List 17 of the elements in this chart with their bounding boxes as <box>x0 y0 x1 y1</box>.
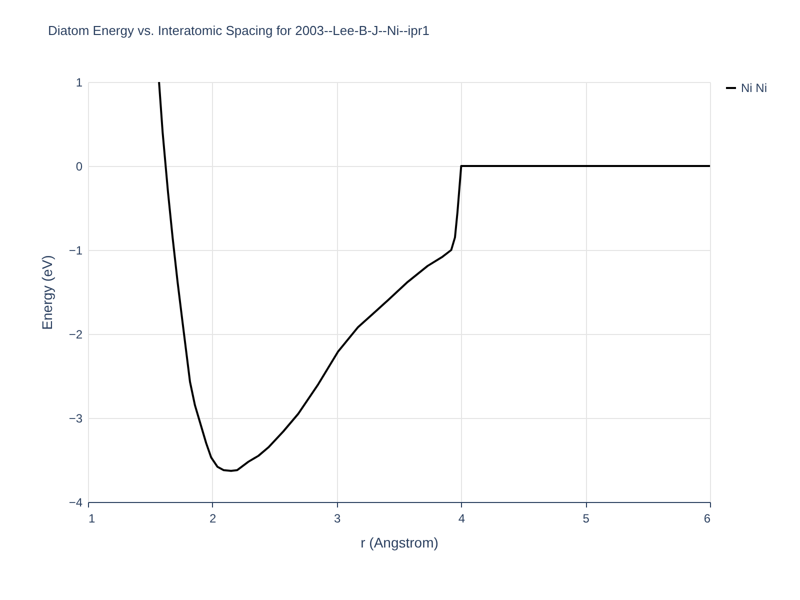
y-tick-label: −4 <box>68 496 83 510</box>
x-tick-label: 4 <box>458 512 466 526</box>
line-series <box>158 82 710 472</box>
y-tick-label: 0 <box>76 160 83 174</box>
x-tick-label: 3 <box>334 512 341 526</box>
y-tick-label: −3 <box>68 412 83 426</box>
y-axis-title: Energy (eV) <box>38 255 55 330</box>
y-tick-label: −1 <box>68 244 83 258</box>
y-tick-label: 1 <box>76 76 83 90</box>
legend-label: Ni Ni <box>741 81 767 95</box>
x-tick-label: 1 <box>88 512 96 526</box>
x-tick-label: 2 <box>210 512 217 526</box>
x-tick-label: 6 <box>704 512 711 526</box>
x-tick-label: 5 <box>582 512 590 526</box>
y-tick-label: −2 <box>68 328 83 342</box>
x-axis-title: r (Angstrom) <box>360 534 438 550</box>
chart-title: Diatom Energy vs. Interatomic Spacing for 2003--Lee-B-J--Ni--ipr1 <box>48 23 430 38</box>
